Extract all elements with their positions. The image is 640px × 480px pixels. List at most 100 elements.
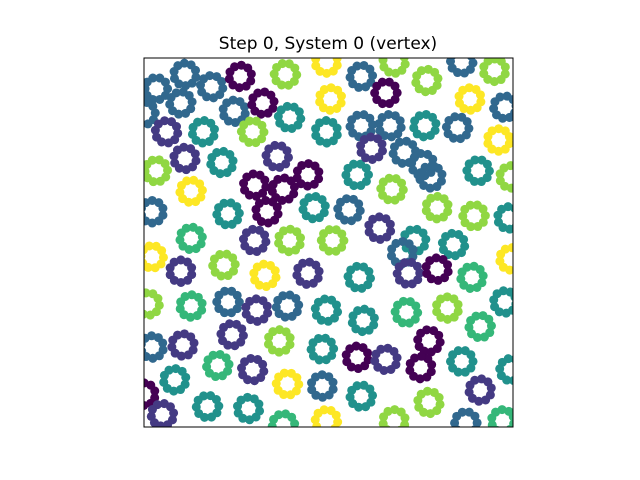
- ring-molecule: [415, 161, 447, 193]
- bead-point: [227, 286, 237, 296]
- bead-point: [331, 225, 341, 235]
- bead-point: [348, 311, 358, 321]
- bead-point: [466, 316, 476, 326]
- bead-point: [280, 312, 290, 322]
- bead-point: [144, 97, 152, 107]
- bead-point: [354, 402, 364, 412]
- bead-point: [489, 295, 499, 305]
- bead-point: [391, 174, 401, 184]
- bead-point: [479, 62, 489, 72]
- axes-frame: [143, 57, 514, 428]
- bead-point: [423, 64, 433, 74]
- bead-point: [255, 170, 265, 180]
- bead-point: [327, 295, 337, 305]
- ring-molecule: [421, 191, 453, 224]
- bead-point: [178, 87, 188, 97]
- bead-point: [502, 91, 512, 101]
- bead-point: [150, 125, 160, 135]
- ring-molecule: [364, 212, 396, 244]
- bead-point: [285, 290, 295, 300]
- bead-point: [256, 217, 266, 227]
- bead-point: [268, 162, 278, 172]
- bead-point: [187, 290, 197, 300]
- bead-point: [453, 68, 463, 78]
- bead-point: [261, 237, 271, 247]
- ring-molecule: [437, 228, 470, 261]
- bead-point: [273, 295, 283, 305]
- bead-point: [307, 378, 317, 388]
- chart-title: Step 0, System 0 (vertex): [219, 34, 437, 54]
- bead-point: [313, 273, 323, 283]
- bead-point: [412, 71, 422, 81]
- ring-molecule: [206, 146, 238, 179]
- bead-point: [397, 158, 407, 168]
- bead-point: [203, 355, 213, 365]
- bead-point: [292, 307, 302, 317]
- bead-point: [260, 87, 270, 97]
- ring-molecule: [144, 155, 173, 187]
- bead-point: [249, 268, 259, 278]
- bead-point: [464, 407, 474, 417]
- bead-point: [336, 98, 346, 108]
- bead-point: [144, 378, 149, 388]
- bead-point: [327, 350, 337, 360]
- bead-point: [397, 318, 407, 328]
- ring-molecule: [241, 294, 273, 326]
- bead-point: [472, 332, 482, 342]
- bead-point: [144, 262, 153, 272]
- ring-molecule: [454, 83, 486, 115]
- bead-point: [332, 60, 342, 70]
- bead-point: [144, 160, 152, 170]
- ring-molecule: [191, 391, 224, 422]
- bead-point: [161, 172, 171, 182]
- bead-point: [474, 396, 484, 406]
- bead-point: [293, 263, 303, 273]
- bead-point: [294, 379, 304, 389]
- bead-point: [296, 114, 306, 124]
- bead-point: [438, 255, 448, 265]
- bead-point: [277, 80, 287, 90]
- bead-point: [212, 408, 222, 418]
- bead-point: [216, 271, 226, 281]
- bead-point: [487, 413, 497, 423]
- ring-molecule: [212, 198, 244, 230]
- bead-point: [429, 387, 439, 397]
- ring-molecule: [224, 60, 256, 93]
- bead-point: [358, 343, 368, 353]
- bead-point: [387, 244, 397, 254]
- bead-point: [263, 308, 273, 318]
- bead-point: [506, 183, 513, 193]
- bead-point: [405, 297, 415, 307]
- bead-point: [364, 220, 374, 230]
- bead-point: [234, 83, 244, 93]
- bead-point: [299, 198, 309, 208]
- ring-molecule: [343, 261, 375, 293]
- ring-molecule: [489, 286, 513, 318]
- bead-point: [281, 409, 291, 419]
- bead-point: [457, 267, 467, 277]
- bead-point: [254, 280, 264, 290]
- bead-point: [405, 358, 415, 368]
- bead-point: [454, 91, 464, 101]
- ring-molecule: [212, 286, 244, 318]
- bead-point: [273, 111, 283, 121]
- bead-point: [469, 261, 479, 271]
- bead-point: [154, 155, 164, 165]
- bead-point: [490, 97, 500, 107]
- bead-point: [319, 208, 329, 218]
- ring-molecule: [236, 353, 269, 386]
- bead-point: [310, 303, 320, 313]
- ring-molecule: [310, 405, 343, 427]
- ring-molecule: [445, 58, 478, 78]
- ring-molecule: [249, 259, 281, 292]
- bead-point: [359, 262, 369, 272]
- bead-point: [168, 335, 178, 345]
- bead-point: [284, 59, 294, 69]
- bead-point: [227, 163, 237, 173]
- bead-point: [390, 94, 400, 104]
- bead-point: [495, 169, 505, 179]
- bead-point: [165, 263, 175, 273]
- bead-point: [244, 190, 254, 200]
- bead-point: [289, 102, 299, 112]
- bead-point: [478, 311, 488, 321]
